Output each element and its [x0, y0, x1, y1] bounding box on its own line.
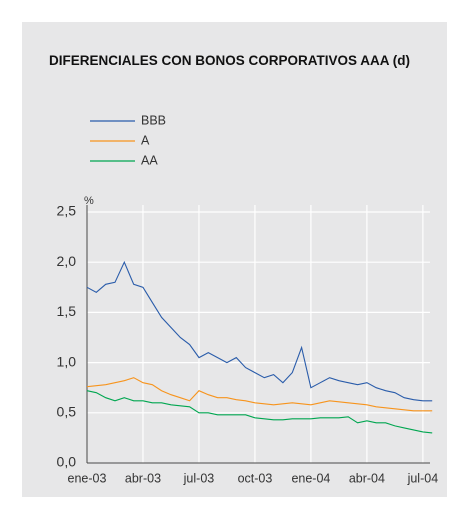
chart-title: DIFERENCIALES CON BONOS CORPORATIVOS AAA…	[49, 53, 411, 68]
panel	[22, 22, 447, 497]
x-tick-label: ene-03	[68, 471, 107, 485]
line-series	[86, 390, 433, 434]
legend-label: BBB	[141, 113, 166, 127]
x-tick-label: abr-04	[349, 471, 385, 485]
y-tick-label: 2,5	[57, 203, 77, 219]
y-tick-label: 1,0	[57, 353, 77, 369]
line-series	[86, 260, 433, 402]
legend-label: A	[141, 133, 150, 147]
x-tick-label: jul-04	[407, 471, 439, 485]
x-tick-label: oct-03	[238, 471, 273, 485]
y-tick-label: 1,5	[57, 303, 77, 319]
legend-label: AA	[141, 153, 158, 167]
x-tick-label: ene-04	[291, 471, 330, 485]
y-tick-label: 2,0	[57, 253, 77, 269]
y-tick-label: 0,5	[57, 404, 77, 420]
x-tick-label: abr-03	[125, 471, 161, 485]
y-axis-label: %	[84, 195, 94, 207]
line-series	[86, 377, 433, 412]
y-tick-label: 0,0	[57, 454, 77, 470]
x-tick-label: jul-03	[183, 471, 215, 485]
